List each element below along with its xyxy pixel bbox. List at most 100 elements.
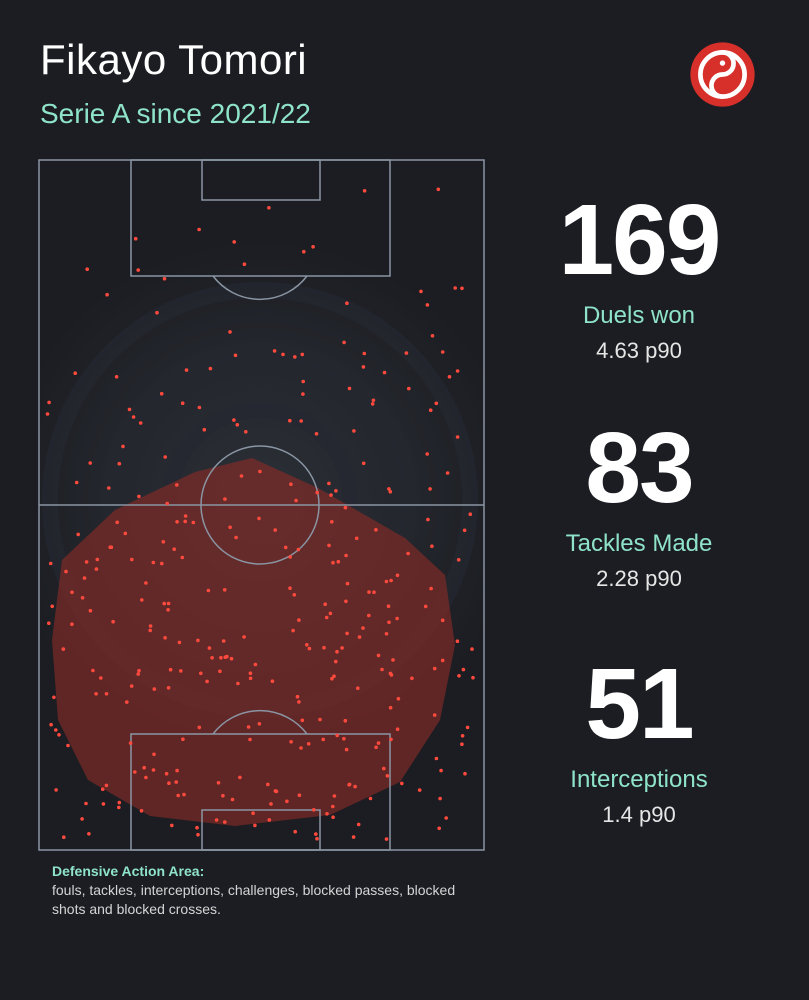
action-dot (219, 655, 223, 660)
action-dot (436, 187, 441, 192)
action-dot (175, 483, 179, 487)
duels-won-p90: 4.63 p90 (596, 338, 682, 363)
action-dot (330, 676, 334, 681)
action-dot (48, 561, 53, 566)
action-dot (389, 737, 393, 742)
action-dot (292, 593, 297, 597)
action-dot (175, 768, 179, 773)
action-dot (88, 461, 92, 465)
bottom-penalty-arc (212, 710, 308, 735)
action-dot (274, 789, 279, 794)
action-dot (76, 532, 80, 537)
action-dot (104, 783, 109, 788)
action-dot (302, 249, 306, 254)
action-dot (142, 765, 146, 770)
action-dot (130, 557, 134, 562)
action-dot (311, 245, 315, 249)
action-dot (104, 692, 109, 696)
action-dot (177, 640, 182, 645)
action-dot (246, 725, 251, 729)
action-dot (222, 588, 227, 592)
action-dot (331, 560, 335, 565)
action-dot (88, 608, 93, 613)
action-dot (314, 832, 318, 836)
action-dot (197, 725, 202, 730)
action-dot (257, 722, 262, 726)
action-dot (374, 528, 378, 532)
action-dot (293, 829, 298, 834)
action-dot (114, 375, 119, 379)
action-dot (423, 604, 428, 609)
action-dot (353, 784, 357, 789)
action-dot (453, 286, 458, 290)
action-dot (165, 501, 169, 506)
action-dot (91, 668, 95, 673)
action-dot (100, 787, 105, 791)
action-dot (291, 628, 295, 633)
action-dot (445, 471, 450, 475)
action-dot (129, 684, 134, 688)
action-dot (95, 557, 100, 562)
action-dot (84, 560, 89, 564)
action-dot (253, 823, 257, 828)
action-dot (289, 482, 293, 487)
action-dot (267, 818, 272, 822)
action-dot (305, 643, 309, 647)
action-dot (139, 809, 144, 813)
top-goal-box (201, 159, 321, 201)
action-dot (197, 405, 202, 410)
action-dot (332, 794, 337, 798)
action-dot (152, 687, 157, 691)
action-dot (183, 519, 187, 524)
action-dot (117, 461, 122, 466)
action-dot (432, 666, 437, 671)
action-dot (430, 544, 434, 548)
action-dot (159, 391, 164, 396)
action-dot (384, 632, 389, 636)
action-dot (347, 386, 352, 391)
action-dot (84, 801, 88, 806)
action-dot (376, 653, 381, 658)
action-dot (74, 480, 79, 485)
action-dot (461, 667, 466, 672)
action-dot (361, 461, 366, 466)
action-dot (50, 604, 54, 609)
action-dot (137, 668, 141, 673)
action-dot (440, 618, 445, 623)
action-dot (295, 694, 300, 699)
action-dot (206, 588, 211, 593)
action-dot (111, 619, 115, 624)
action-dot (468, 512, 473, 516)
action-dot (329, 493, 333, 497)
action-dot (248, 671, 253, 675)
action-dot (344, 553, 348, 558)
action-dot (176, 793, 180, 798)
action-dot (456, 558, 461, 562)
action-dot (300, 718, 305, 723)
action-dot (347, 782, 352, 787)
action-dot (160, 561, 164, 566)
action-dot (52, 695, 56, 700)
action-dot (218, 669, 222, 674)
centre-circle (200, 445, 320, 565)
action-dot (248, 737, 252, 742)
action-dot (325, 812, 329, 816)
action-dot (221, 639, 226, 643)
action-dot (85, 267, 89, 272)
action-dot (327, 543, 331, 548)
action-dot (140, 598, 144, 602)
action-dot (400, 781, 404, 786)
action-dot (238, 775, 242, 780)
action-dot (351, 835, 356, 839)
action-dot (387, 487, 391, 491)
action-dot (407, 386, 411, 391)
action-dot (80, 817, 84, 821)
action-dot (62, 835, 66, 839)
action-dot (297, 793, 302, 797)
action-dot (425, 303, 430, 307)
action-dot (307, 646, 312, 651)
action-dot (117, 805, 121, 810)
action-dot (196, 832, 200, 837)
action-dot (202, 427, 207, 432)
action-dot (107, 486, 111, 490)
